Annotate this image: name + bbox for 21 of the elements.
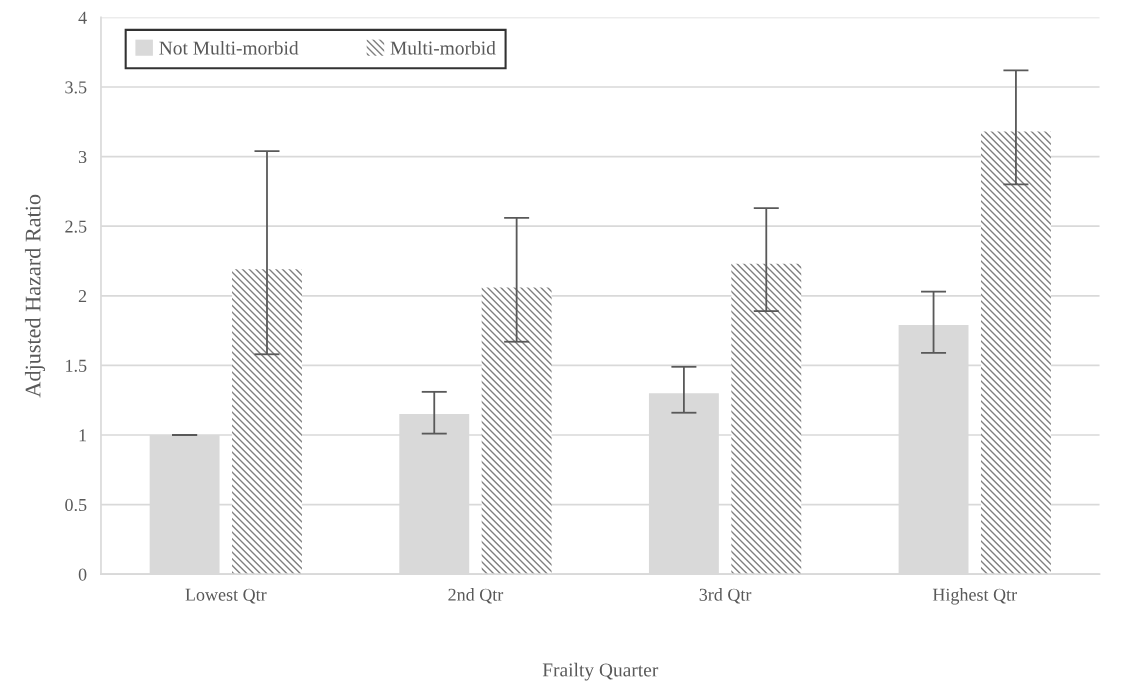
bar <box>731 263 802 575</box>
y-tick-label: 2 <box>78 290 87 303</box>
y-tick-label: 0.5 <box>65 498 87 512</box>
y-axis-title: Adjusted Hazard Ratio <box>24 194 46 398</box>
bar <box>481 287 552 575</box>
x-tick-label: Highest Qtr <box>932 588 1017 605</box>
legend-label: Not Multi-morbid <box>159 40 299 55</box>
y-tick-label: 2.5 <box>65 220 87 233</box>
y-tick-label: 3.5 <box>65 81 87 94</box>
x-tick-label: 2nd Qtr <box>448 588 504 604</box>
bar <box>232 269 302 575</box>
x-tick-label: 3rd Qtr <box>699 588 752 604</box>
y-tick-label: 3 <box>78 150 87 164</box>
x-tick-label: Lowest Qtr <box>185 588 267 604</box>
y-tick-label: 0 <box>78 568 87 581</box>
x-axis-title: Frailty Quarter <box>542 662 659 681</box>
bar <box>980 131 1051 575</box>
y-tick-label: 1.5 <box>66 359 87 372</box>
y-tick-label: 4 <box>78 11 87 24</box>
y-tick-label: 1 <box>79 429 87 442</box>
legend-label: Multi-morbid <box>390 40 496 55</box>
